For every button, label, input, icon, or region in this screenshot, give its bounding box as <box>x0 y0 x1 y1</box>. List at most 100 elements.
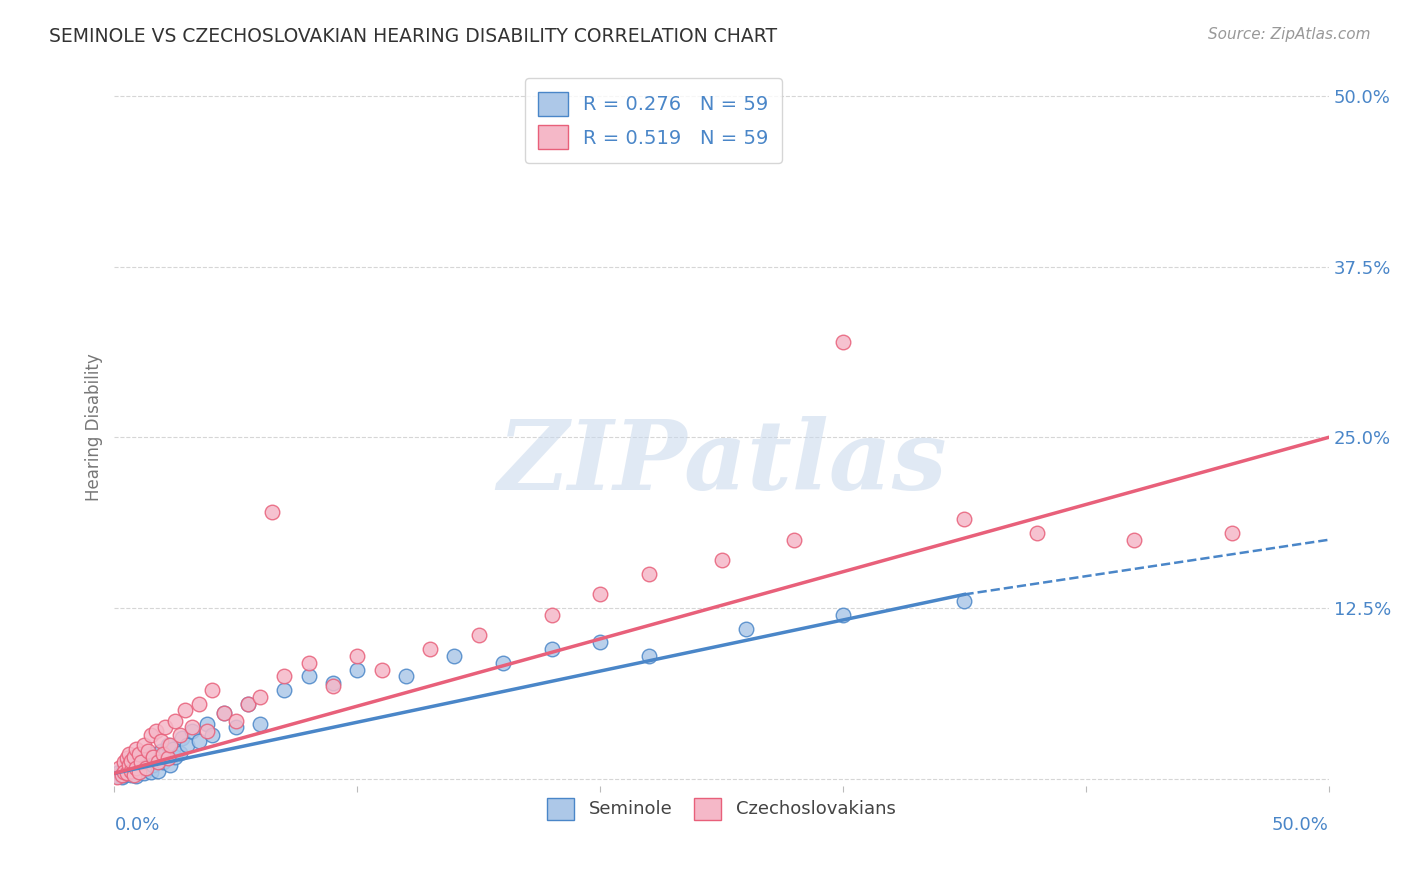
Point <box>139 728 162 742</box>
Point <box>115 764 138 778</box>
Point <box>146 764 169 778</box>
Point <box>128 751 150 765</box>
Point <box>710 553 733 567</box>
Point <box>120 767 142 781</box>
Point <box>111 771 134 785</box>
Point <box>165 750 187 764</box>
Legend: Seminole, Czechoslovakians: Seminole, Czechoslovakians <box>537 787 907 830</box>
Point <box>120 762 142 776</box>
Point <box>262 505 284 519</box>
Point <box>112 767 135 781</box>
Point <box>155 747 177 762</box>
Point <box>132 766 155 780</box>
Point <box>195 723 218 738</box>
Point <box>129 764 152 778</box>
Point <box>139 747 162 762</box>
Point <box>145 723 167 738</box>
Point <box>162 741 184 756</box>
Point <box>467 628 489 642</box>
Point <box>120 754 142 768</box>
Point <box>273 669 295 683</box>
Point <box>105 769 128 783</box>
Point <box>125 754 148 768</box>
Point <box>118 758 141 772</box>
Point <box>236 697 259 711</box>
Point <box>132 756 155 770</box>
Point <box>156 738 179 752</box>
Point <box>129 758 152 772</box>
Point <box>346 663 368 677</box>
Point <box>135 762 157 776</box>
Point <box>181 723 204 738</box>
Point <box>128 747 150 762</box>
Point <box>200 683 222 698</box>
Point <box>122 750 145 764</box>
Point <box>120 764 142 778</box>
Point <box>156 751 179 765</box>
Point <box>298 669 321 683</box>
Point <box>111 767 134 781</box>
Point <box>298 656 321 670</box>
Point <box>125 761 148 775</box>
Point <box>953 594 976 608</box>
Point <box>783 533 806 547</box>
Point <box>188 733 211 747</box>
Point <box>115 766 138 780</box>
Point <box>118 759 141 773</box>
Point <box>142 758 165 772</box>
Point <box>129 756 152 770</box>
Point <box>589 635 612 649</box>
Point <box>165 714 187 729</box>
Point <box>115 751 138 765</box>
Point <box>200 728 222 742</box>
Point <box>236 697 259 711</box>
Text: SEMINOLE VS CZECHOSLOVAKIAN HEARING DISABILITY CORRELATION CHART: SEMINOLE VS CZECHOSLOVAKIAN HEARING DISA… <box>49 27 778 45</box>
Point <box>273 683 295 698</box>
Point <box>138 751 160 765</box>
Point <box>832 607 855 622</box>
Point <box>149 733 172 747</box>
Point <box>142 750 165 764</box>
Point <box>322 676 344 690</box>
Point <box>112 756 135 770</box>
Point <box>149 744 172 758</box>
Point <box>122 756 145 771</box>
Point <box>370 663 392 677</box>
Point <box>125 769 148 783</box>
Point <box>225 720 247 734</box>
Point <box>146 756 169 770</box>
Point <box>138 744 160 758</box>
Point <box>188 697 211 711</box>
Point <box>139 764 162 779</box>
Text: Source: ZipAtlas.com: Source: ZipAtlas.com <box>1208 27 1371 42</box>
Point <box>212 706 235 721</box>
Text: 0.0%: 0.0% <box>114 815 160 834</box>
Point <box>195 717 218 731</box>
Point <box>105 771 128 785</box>
Point <box>637 648 659 663</box>
Point <box>249 690 271 704</box>
Point <box>112 761 135 775</box>
Point <box>122 764 145 779</box>
Point <box>346 648 368 663</box>
Point <box>122 767 145 781</box>
Point <box>540 607 562 622</box>
Point <box>1220 525 1243 540</box>
Point <box>225 714 247 729</box>
Y-axis label: Hearing Disability: Hearing Disability <box>86 353 103 501</box>
Point <box>419 642 441 657</box>
Point <box>159 758 181 772</box>
Point <box>492 656 515 670</box>
Point <box>169 728 191 742</box>
Point <box>108 761 131 775</box>
Point <box>128 761 150 775</box>
Point <box>125 741 148 756</box>
Point <box>734 622 756 636</box>
Point <box>1123 533 1146 547</box>
Point <box>212 706 235 721</box>
Point <box>115 756 138 770</box>
Point <box>169 746 191 760</box>
Point <box>118 766 141 780</box>
Point <box>322 679 344 693</box>
Text: 50.0%: 50.0% <box>1272 815 1329 834</box>
